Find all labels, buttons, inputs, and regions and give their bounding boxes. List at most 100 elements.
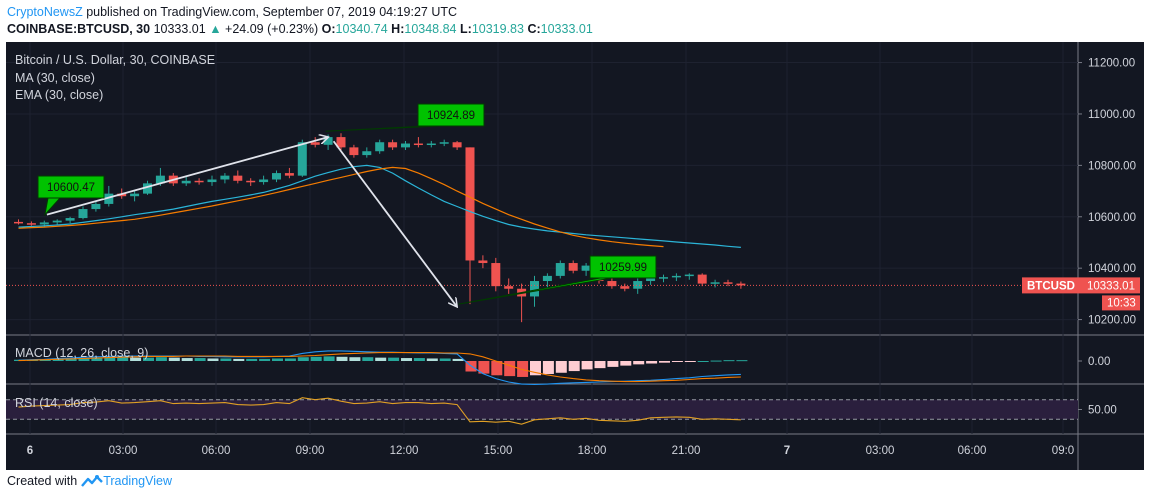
macd-histogram-bar xyxy=(555,361,567,373)
candle xyxy=(620,283,630,292)
macd-histogram-bar xyxy=(362,357,374,361)
candle-body xyxy=(491,263,501,287)
x-tick-label: 06:00 xyxy=(202,445,231,457)
candle-body xyxy=(194,180,204,183)
macd-histogram-bar xyxy=(607,361,619,367)
candle-body xyxy=(52,220,62,223)
publisher-name[interactable]: CryptoNewsZ xyxy=(7,5,83,19)
main-legend: Bitcoin / U.S. Dollar, 30, COINBASE MA (3… xyxy=(15,53,215,102)
x-tick-label: 7 xyxy=(784,445,790,457)
callout-label: 10924.89 xyxy=(427,110,475,122)
candle-body xyxy=(284,173,294,176)
candle-body xyxy=(633,281,643,289)
candle xyxy=(388,139,398,150)
trend-arrow-up xyxy=(46,137,328,216)
candle xyxy=(633,278,643,294)
candle-body xyxy=(220,175,230,180)
candle xyxy=(272,170,281,183)
macd-histogram-bar xyxy=(117,357,129,361)
callout-box xyxy=(589,255,657,279)
countdown-label: 10:33 xyxy=(1107,297,1136,309)
high-value: 10348.84 xyxy=(404,22,457,36)
candle xyxy=(207,175,217,186)
macd-histogram-bar xyxy=(349,357,361,361)
indicator-label: EMA (30, close) xyxy=(15,88,103,102)
macd-histogram-bar xyxy=(439,358,451,361)
macd-histogram-bar xyxy=(388,357,400,361)
y-tick-label: 10400.00 xyxy=(1088,263,1136,275)
candle-body xyxy=(349,147,359,156)
candle xyxy=(555,260,565,279)
macd-histogram-bar xyxy=(104,357,116,361)
candle xyxy=(736,281,746,289)
candle xyxy=(413,137,423,148)
change-up-icon: ▲ xyxy=(209,22,222,36)
candle xyxy=(349,144,359,158)
candle-body xyxy=(297,142,307,176)
candle xyxy=(246,178,256,186)
macd-histogram-bar xyxy=(323,356,335,361)
macd-histogram-bar xyxy=(581,361,593,370)
macd-histogram-bar xyxy=(491,361,503,376)
candle xyxy=(220,173,230,184)
price-chart[interactable]: 11200.00 11000.00 10800.00 10600.00 10400.00… xyxy=(6,42,1144,470)
ma-line xyxy=(18,164,741,248)
tradingview-link[interactable]: TradingView xyxy=(81,474,172,488)
y-tick-label: 11000.00 xyxy=(1088,109,1135,121)
macd-histogram-bar xyxy=(375,357,387,361)
candle xyxy=(671,273,681,282)
candle-body xyxy=(336,137,346,148)
candle-body xyxy=(581,265,591,271)
macd-histogram-bar xyxy=(452,358,464,361)
price-callout: 10924.89 xyxy=(325,103,485,132)
candle xyxy=(259,175,269,185)
macd-histogram-bar xyxy=(710,360,722,362)
y-tick-label: 11200.00 xyxy=(1088,58,1135,70)
macd-histogram-bar xyxy=(723,360,735,362)
x-tick-label: 21:00 xyxy=(672,445,701,457)
candle-body xyxy=(207,179,217,183)
macd-histogram-bar xyxy=(336,356,348,361)
price-callout: 10259.99 xyxy=(458,255,657,305)
macd-histogram-bar xyxy=(517,361,529,377)
x-tick-label: 03:00 xyxy=(109,445,138,457)
last-price: 10333.01 xyxy=(153,22,206,36)
candle-body xyxy=(568,263,578,271)
ema-line xyxy=(18,166,664,248)
last-price-tag-bg xyxy=(1022,277,1140,294)
candle-body xyxy=(143,183,152,194)
candle xyxy=(104,185,114,207)
macd-histogram-bar xyxy=(504,361,516,377)
candle-body xyxy=(452,142,462,148)
candle-body xyxy=(555,263,565,276)
candle-body xyxy=(439,142,449,144)
macd-histogram-bar xyxy=(233,358,245,361)
macd-histogram-bar xyxy=(65,358,77,361)
macd-histogram-bar xyxy=(697,361,709,362)
callout-box xyxy=(37,175,105,199)
macd-histogram-bar xyxy=(671,361,683,362)
chart-title: Bitcoin / U.S. Dollar, 30, COINBASE xyxy=(15,53,215,67)
candle-body xyxy=(401,143,410,148)
candle xyxy=(697,273,707,287)
macd-histogram-bar xyxy=(155,357,167,361)
callout-label: 10259.99 xyxy=(599,262,647,274)
candle xyxy=(401,140,410,150)
close-label: C: xyxy=(527,22,541,36)
x-tick-label: 09:0 xyxy=(1052,445,1074,457)
x-tick-label: 15:00 xyxy=(484,445,513,457)
candle-body xyxy=(646,278,656,282)
candle xyxy=(452,140,462,150)
x-tick-label: 12:00 xyxy=(390,445,419,457)
candle-body xyxy=(272,173,281,180)
open-label: O: xyxy=(321,22,336,36)
candle xyxy=(143,180,152,195)
macd-histogram-bar xyxy=(246,358,258,361)
last-price-symbol: BTCUSD xyxy=(1027,280,1075,292)
callout-label: 10600.47 xyxy=(47,182,95,194)
candle-body xyxy=(26,223,36,225)
macd-label: MACD (12, 26, close, 9) xyxy=(15,346,148,360)
candle xyxy=(65,216,75,224)
macd-pane: MACD (12, 26, close, 9) 0.00 xyxy=(14,346,1110,386)
macd-histogram-bar xyxy=(91,357,103,361)
